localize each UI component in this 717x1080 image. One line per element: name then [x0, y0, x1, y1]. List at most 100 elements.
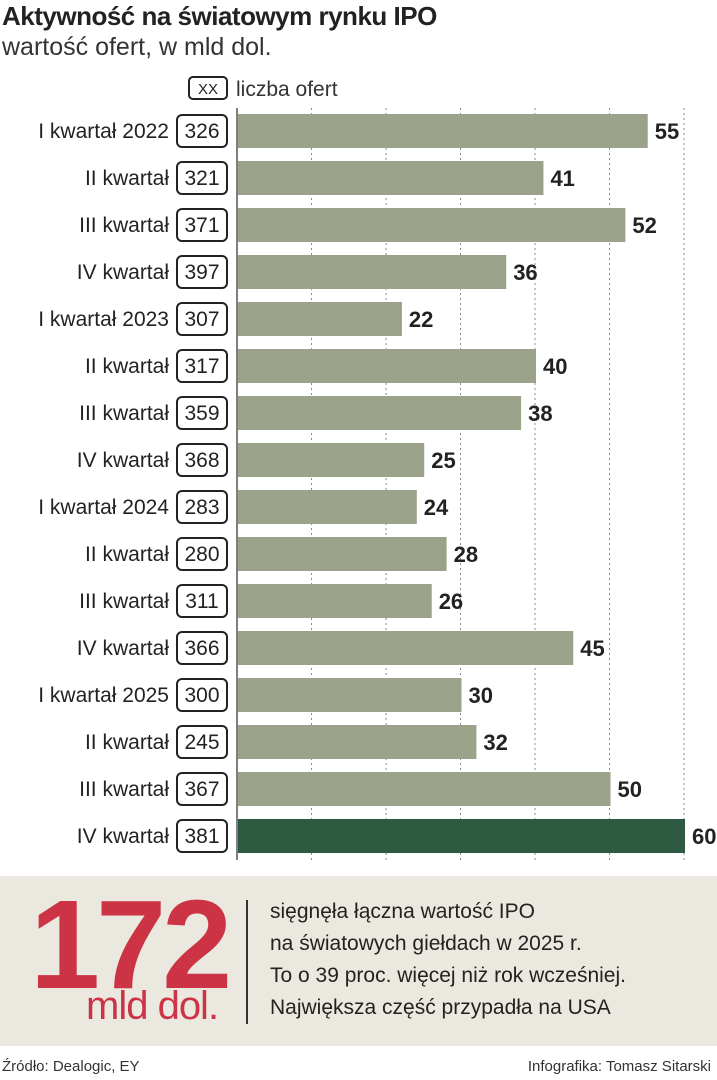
bar — [238, 208, 626, 242]
offer-count-label: 245 — [184, 731, 219, 754]
offer-count-box — [176, 443, 228, 477]
bar-row: II kwartał 280 28 — [85, 537, 478, 571]
category-label: I kwartał 2025 — [38, 684, 169, 707]
bar-row: II kwartał 245 32 — [85, 725, 508, 759]
offer-count-box — [176, 255, 228, 289]
offer-count-box — [176, 349, 228, 383]
data-label: 50 — [618, 777, 642, 802]
offer-count-label: 280 — [184, 543, 219, 566]
bar-row: IV kwartał 366 45 — [77, 631, 605, 665]
offer-count-label: 307 — [184, 308, 219, 331]
bar — [238, 302, 402, 336]
offer-count-box — [176, 725, 228, 759]
bar-row: IV kwartał 368 25 — [77, 443, 456, 477]
data-label: 36 — [513, 260, 537, 285]
data-label: 40 — [543, 354, 567, 379]
category-label: IV kwartał — [77, 449, 170, 472]
bar-row: III kwartał 311 26 — [79, 584, 463, 618]
offer-count-label: 283 — [184, 496, 219, 519]
chart-subtitle: wartość ofert, w mld dol. — [2, 33, 272, 61]
bar — [238, 349, 536, 383]
category-label: IV kwartał — [77, 261, 170, 284]
data-label: 38 — [528, 401, 552, 426]
source-note: Źródło: Dealogic, EY — [2, 1058, 140, 1075]
chart-title: Aktywność na światowym rynku IPO — [2, 1, 437, 31]
bar-row: I kwartał 2023 307 22 — [38, 302, 433, 336]
bar — [238, 678, 462, 712]
callout-text: sięgnęła łączna wartość IPO na światowyc… — [270, 896, 626, 1024]
bar-row: I kwartał 2022 326 55 — [38, 114, 679, 148]
data-label: 55 — [655, 119, 679, 144]
callout-line: To o 39 proc. więcej niż rok wcześniej. — [270, 964, 626, 987]
offer-count-label: 381 — [184, 825, 219, 848]
offer-count-label: 321 — [184, 167, 219, 190]
bar — [238, 443, 425, 477]
bars: I kwartał 2022 326 55 II kwartał 321 41 III kw… — [38, 114, 716, 853]
offer-count-box — [176, 819, 228, 853]
legend-box — [188, 76, 228, 100]
offer-count-box — [176, 161, 228, 195]
data-label: 32 — [483, 730, 507, 755]
bar — [238, 537, 447, 571]
category-label: I kwartał 2024 — [38, 496, 169, 519]
bar-chart: XX liczba ofert I kwartał 2022 326 55 II kw… — [38, 76, 716, 860]
summary-callout: 172 mld dol. sięgnęła łączna wartość IPO… — [0, 876, 717, 1046]
callout-line: sięgnęła łączna wartość IPO — [270, 900, 535, 923]
bar — [238, 490, 417, 524]
bar — [238, 584, 432, 618]
category-label: I kwartał 2023 — [38, 308, 169, 331]
category-label: I kwartał 2022 — [38, 120, 169, 143]
data-label: 25 — [431, 448, 455, 473]
data-label: 28 — [454, 542, 478, 567]
callout-unit: mld dol. — [86, 984, 219, 1028]
data-label: 41 — [550, 166, 574, 191]
category-label: III kwartał — [79, 778, 169, 801]
category-label: II kwartał — [85, 543, 169, 566]
bar-row: II kwartał 317 40 — [85, 349, 567, 383]
bar-row: IV kwartał 381 60 — [77, 819, 716, 853]
offer-count-box — [176, 631, 228, 665]
offer-count-label: 311 — [185, 590, 218, 613]
data-label: 30 — [469, 683, 493, 708]
offer-count-label: 371 — [184, 214, 219, 237]
data-label: 52 — [632, 213, 656, 238]
category-label: II kwartał — [85, 167, 169, 190]
offer-count-label: 397 — [184, 261, 219, 284]
offer-count-label: 368 — [184, 449, 219, 472]
offer-count-label: 366 — [184, 637, 219, 660]
bar — [238, 772, 611, 806]
data-label: 22 — [409, 307, 433, 332]
callout-divider — [246, 900, 248, 1024]
legend-label: liczba ofert — [236, 78, 338, 101]
category-label: III kwartał — [79, 590, 169, 613]
bar — [238, 255, 507, 289]
offer-count-box — [176, 584, 228, 618]
category-label: III kwartał — [79, 214, 169, 237]
offer-count-box — [176, 208, 228, 242]
data-label: 24 — [424, 495, 449, 520]
offer-count-label: 326 — [184, 120, 219, 143]
bar — [238, 114, 648, 148]
bar-row: I kwartał 2025 300 30 — [38, 678, 493, 712]
offer-count-box — [176, 396, 228, 430]
legend: XX liczba ofert — [188, 76, 338, 101]
callout-line: Największa część przypadła na USA — [270, 996, 611, 1019]
bar-row: IV kwartał 397 36 — [77, 255, 538, 289]
bar-row: I kwartał 2024 283 24 — [38, 490, 449, 524]
bar — [238, 819, 685, 853]
legend-box-label: XX — [198, 81, 218, 98]
credit-note: Infografika: Tomasz Sitarski — [527, 1058, 711, 1075]
offer-count-box — [176, 772, 228, 806]
callout-number: 172 — [30, 874, 232, 1015]
category-label: IV kwartał — [77, 637, 170, 660]
offer-count-label: 317 — [184, 355, 219, 378]
category-label: II kwartał — [85, 731, 169, 754]
bar — [238, 161, 544, 195]
offer-count-box — [176, 537, 228, 571]
offer-count-box — [176, 490, 228, 524]
bar-row: III kwartał 371 52 — [79, 208, 657, 242]
bar-row: II kwartał 321 41 — [85, 161, 575, 195]
data-label: 60 — [692, 824, 716, 849]
category-label: IV kwartał — [77, 825, 170, 848]
bar-row: III kwartał 367 50 — [79, 772, 642, 806]
